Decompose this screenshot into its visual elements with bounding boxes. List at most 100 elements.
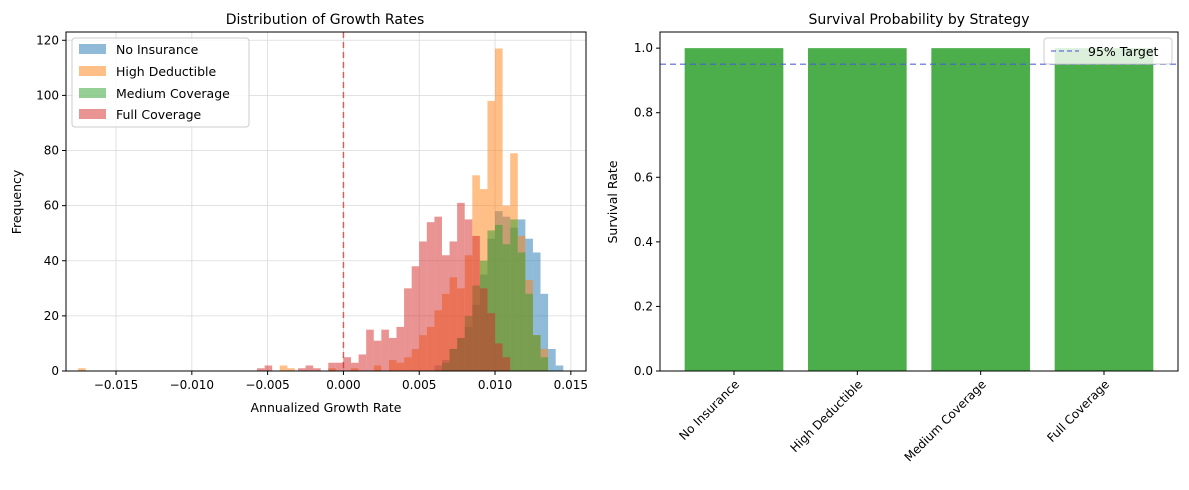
histogram-bar-full-coverage <box>464 219 473 371</box>
y-tick-label: 0.4 <box>634 235 653 249</box>
histogram-bar-full-coverage <box>472 235 480 371</box>
histogram-bar-high-deductible <box>495 48 503 371</box>
histogram-bar-full-coverage <box>264 365 273 371</box>
histogram-bars <box>78 48 564 371</box>
histogram-bar-medium-coverage <box>502 244 511 371</box>
histogram-bar-full-coverage <box>396 326 405 371</box>
histogram-bar-medium-coverage <box>510 219 518 371</box>
y-tick-label: 0.6 <box>634 170 653 184</box>
histogram-bar-full-coverage <box>328 362 336 371</box>
legend-label-no-insurance: No Insurance <box>116 42 199 57</box>
histogram-legend: No Insurance High Deductible Medium Cove… <box>71 37 250 128</box>
y-tick-label: 100 <box>36 88 59 102</box>
x-tick-label: −0.005 <box>245 378 289 392</box>
histogram-bar-full-coverage <box>381 329 389 371</box>
x-tick-label: −0.015 <box>94 378 138 392</box>
histogram-title: Distribution of Growth Rates <box>226 12 425 28</box>
x-tick-label: 0.010 <box>478 378 512 392</box>
y-tick-label: 40 <box>44 254 59 268</box>
histogram-y-axis-label: Frequency <box>9 169 24 234</box>
histogram-panel: Distribution of Growth Rates −0.015 −0.01… <box>9 12 588 415</box>
histogram-bar-full-coverage <box>366 329 374 371</box>
histogram-bar-full-coverage <box>313 368 321 371</box>
histogram-bar-full-coverage <box>373 340 382 371</box>
histogram-bar-full-coverage <box>297 368 306 371</box>
histogram-bar-full-coverage <box>305 365 314 371</box>
histogram-bar-full-coverage <box>449 241 458 371</box>
legend-label-medium-coverage: Medium Coverage <box>116 86 230 101</box>
histogram-bar-full-coverage <box>502 357 511 371</box>
histogram-y-ticks: 0 20 40 60 80 100 120 <box>36 33 66 378</box>
histogram-bar-full-coverage <box>457 202 465 371</box>
histogram-x-axis-label: Annualized Growth Rate <box>251 400 402 415</box>
histogram-bar-medium-coverage <box>540 357 549 371</box>
histogram-bar-full-coverage <box>441 255 450 371</box>
legend-label-full-coverage: Full Coverage <box>116 107 202 122</box>
histogram-bar-full-coverage <box>358 354 367 371</box>
legend-frame <box>1043 37 1173 65</box>
legend-swatch-medium-coverage <box>79 88 106 98</box>
histogram-bar-high-deductible <box>279 365 288 371</box>
y-tick-label: 0.2 <box>634 299 653 313</box>
x-tick-label: 0.015 <box>554 378 588 392</box>
y-tick-label: 120 <box>36 33 59 47</box>
histogram-bar-full-coverage <box>351 362 359 371</box>
histogram-bar-full-coverage <box>479 288 488 371</box>
histogram-bar-full-coverage <box>411 266 420 371</box>
x-tick-label: −0.010 <box>170 378 214 392</box>
legend-frame <box>71 37 250 128</box>
histogram-bar-full-coverage <box>257 368 265 371</box>
bar-full-coverage <box>1054 48 1154 372</box>
x-tick-label-medium-coverage: Medium Coverage <box>902 377 989 464</box>
histogram-bar-medium-coverage <box>532 335 541 371</box>
histogram-x-ticks: −0.015 −0.010 −0.005 0.000 0.005 0.010 0.015 <box>94 371 588 392</box>
histogram-bar-full-coverage <box>495 343 503 371</box>
legend-swatch-full-coverage <box>79 109 106 119</box>
x-tick-label-high-deductible: High Deductible <box>788 377 866 455</box>
histogram-bar-high-deductible <box>287 368 295 371</box>
histogram-bar-medium-coverage <box>495 224 503 371</box>
bar-no-insurance <box>684 48 784 372</box>
y-tick-label: 0.8 <box>634 106 653 120</box>
histogram-bar-full-coverage <box>404 288 412 371</box>
histogram-axes-frame <box>65 31 587 372</box>
histogram-bar-full-coverage <box>419 241 427 371</box>
bar-medium-coverage <box>931 48 1030 372</box>
bar-chart-y-ticks: 0.0 0.2 0.4 0.6 0.8 1.0 <box>634 41 660 378</box>
legend-swatch-no-insurance <box>79 44 106 54</box>
histogram-bar-no-insurance <box>540 293 549 371</box>
y-tick-label: 0 <box>51 364 59 378</box>
y-tick-label: 1.0 <box>634 41 653 55</box>
histogram-bar-medium-coverage <box>525 293 533 371</box>
histogram-bar-full-coverage <box>434 216 442 371</box>
histogram-bar-no-insurance <box>532 252 541 371</box>
histogram-bar-medium-coverage <box>517 252 526 371</box>
histogram-bar-no-insurance <box>548 348 556 371</box>
histogram-bar-no-insurance <box>555 365 564 371</box>
histogram-bar-full-coverage <box>487 313 496 371</box>
bar-chart-bars <box>684 48 1154 372</box>
x-tick-label: 0.005 <box>402 378 436 392</box>
legend-swatch-high-deductible <box>79 66 106 76</box>
y-tick-label: 20 <box>44 309 59 323</box>
legend-label-high-deductible: High Deductible <box>116 64 217 79</box>
histogram-bar-high-deductible <box>78 368 86 371</box>
y-tick-label: 80 <box>44 144 59 158</box>
bar-chart-y-axis-label: Survival Rate <box>605 160 620 243</box>
histogram-bar-medium-coverage <box>487 230 496 371</box>
x-tick-label-no-insurance: No Insurance <box>676 377 742 443</box>
histogram-bar-full-coverage <box>426 222 435 371</box>
bar-high-deductible <box>808 48 907 372</box>
x-tick-label-full-coverage: Full Coverage <box>1044 377 1112 445</box>
legend-label-target: 95% Target <box>1088 44 1159 59</box>
series-full-coverage <box>257 202 511 371</box>
histogram-bar-full-coverage <box>343 357 352 371</box>
bar-chart-axes-frame <box>659 31 1179 372</box>
bar-chart-x-ticks: No Insurance High Deductible Medium Covera… <box>676 371 1112 464</box>
histogram-bar-full-coverage <box>335 362 344 371</box>
y-tick-label: 0.0 <box>634 364 653 378</box>
histogram-bar-full-coverage <box>388 337 397 371</box>
bar-chart-legend: 95% Target <box>1043 37 1173 65</box>
bar-chart-title: Survival Probability by Strategy <box>809 12 1030 28</box>
